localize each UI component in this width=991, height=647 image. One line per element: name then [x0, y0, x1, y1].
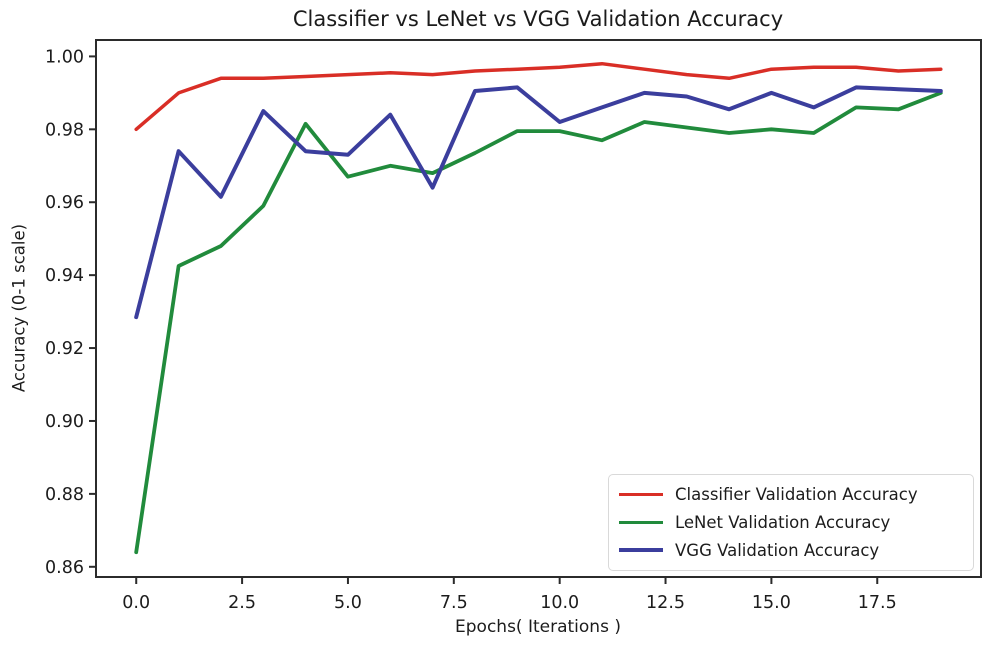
legend-label: VGG Validation Accuracy — [675, 540, 880, 560]
legend-label: LeNet Validation Accuracy — [675, 512, 891, 532]
y-tick-label: 0.90 — [45, 412, 84, 432]
legend-item-lenet: LeNet Validation Accuracy — [619, 513, 963, 532]
x-tick-label: 12.5 — [646, 593, 685, 613]
series-line-lenet — [134, 91, 943, 555]
series-line-vgg — [134, 85, 943, 320]
legend-line-sample — [619, 548, 663, 553]
legend-label: Classifier Validation Accuracy — [675, 485, 918, 505]
legend-item-classifier: Classifier Validation Accuracy — [619, 485, 963, 504]
y-tick-label: 0.86 — [45, 558, 84, 578]
x-tick-label: 10.0 — [540, 593, 579, 613]
y-tick-label: 1.00 — [45, 47, 84, 67]
x-axis-label: Epochs( Iterations ) — [455, 617, 621, 637]
x-tick-label: 7.5 — [440, 593, 468, 613]
legend: Classifier Validation Accuracy LeNet Vali… — [608, 474, 974, 571]
y-tick-label: 0.88 — [45, 485, 84, 505]
x-tick-label: 17.5 — [858, 593, 897, 613]
x-tick-label: 0.0 — [122, 593, 150, 613]
y-tick-label: 0.96 — [45, 193, 84, 213]
legend-line-sample — [619, 493, 663, 497]
series-line-classifier — [134, 61, 943, 132]
x-tick-label: 15.0 — [752, 593, 791, 613]
y-tick-label: 0.98 — [45, 120, 84, 140]
axes-spines — [95, 39, 982, 578]
legend-item-vgg: VGG Validation Accuracy — [619, 541, 963, 560]
chart-title: Classifier vs LeNet vs VGG Validation Ac… — [292, 7, 784, 31]
y-tick-label: 0.92 — [45, 339, 84, 359]
x-tick-label: 2.5 — [228, 593, 256, 613]
legend-line-sample — [619, 520, 663, 524]
x-tick-label: 5.0 — [334, 593, 362, 613]
y-tick-label: 0.94 — [45, 266, 84, 286]
